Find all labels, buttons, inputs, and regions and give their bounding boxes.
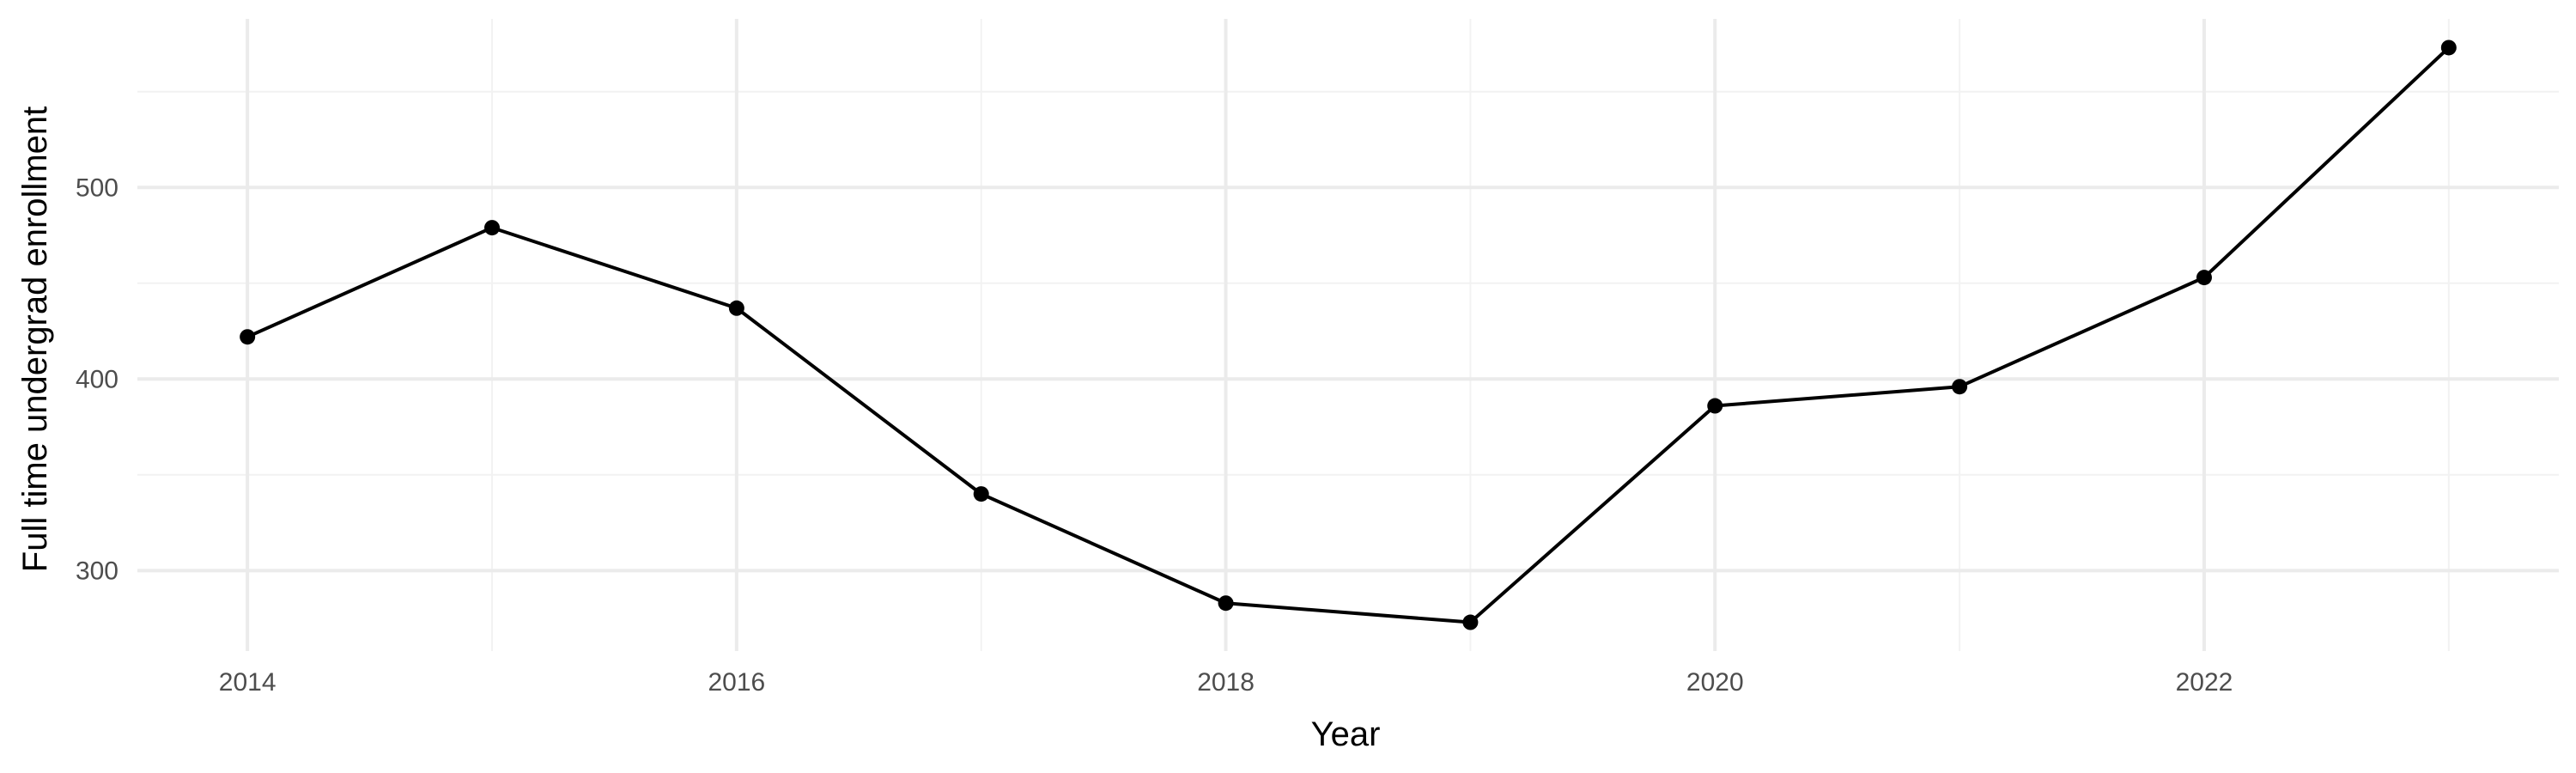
data-point-2014 — [240, 329, 256, 345]
series-layer — [246, 46, 2451, 624]
data-point-2018 — [1218, 595, 1234, 612]
y-axis-title: Full time undergrad enrollment — [16, 107, 54, 572]
y-tick-label: 300 — [76, 557, 118, 585]
series-line — [246, 46, 2451, 624]
data-point-2023 — [2440, 40, 2457, 56]
x-tick-label: 2022 — [2176, 668, 2233, 697]
data-point-2021 — [1952, 379, 1968, 395]
x-tick-label: 2020 — [1686, 668, 1744, 697]
y-tick-label: 500 — [76, 173, 118, 202]
x-tick-label: 2014 — [219, 668, 276, 697]
x-tick-label: 2018 — [1197, 668, 1255, 697]
x-axis-title: Year — [1311, 715, 1381, 753]
data-point-2016 — [728, 300, 744, 316]
minor-gridlines — [137, 19, 2559, 651]
y-tick-label: 400 — [76, 365, 118, 393]
data-point-2022 — [2196, 270, 2212, 286]
major-gridlines — [137, 19, 2559, 651]
points-layer — [240, 40, 2457, 630]
x-tick-labels: 2014 2016 2018 2020 2022 — [219, 668, 2233, 697]
data-point-2015 — [484, 220, 501, 236]
data-point-2019 — [1462, 614, 1479, 630]
x-tick-label: 2016 — [708, 668, 766, 697]
data-point-2020 — [1707, 398, 1723, 414]
data-point-2017 — [973, 486, 989, 502]
y-tick-labels: 300 400 500 — [76, 173, 118, 585]
